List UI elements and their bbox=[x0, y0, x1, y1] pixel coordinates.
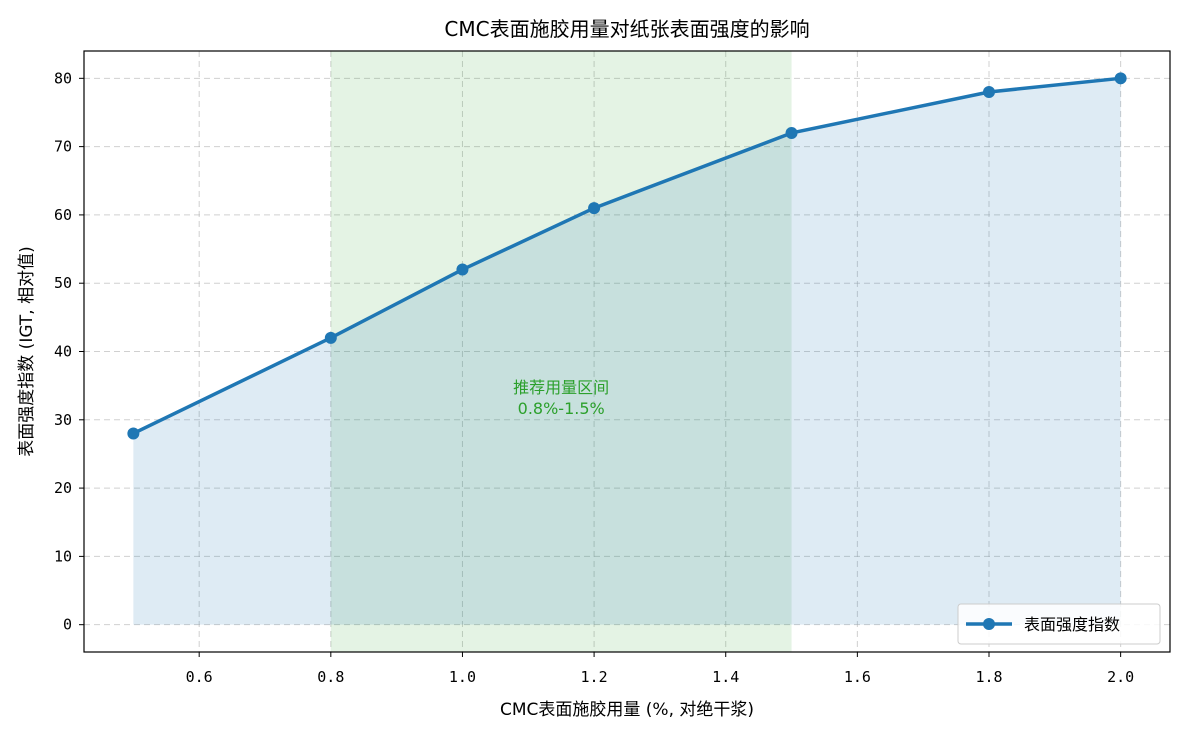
data-point bbox=[983, 85, 995, 98]
grid-lines bbox=[84, 51, 1170, 652]
x-tick-label: 1.0 bbox=[449, 668, 476, 686]
y-tick-label: 10 bbox=[54, 547, 72, 565]
y-tick-label: 30 bbox=[54, 411, 72, 429]
x-tick-label: 0.8 bbox=[317, 668, 344, 686]
x-tick-label: 2.0 bbox=[1107, 668, 1134, 686]
data-point bbox=[588, 202, 601, 215]
data-point bbox=[324, 331, 337, 344]
annotation-layer: 推荐用量区间 0.8%-1.5% bbox=[513, 378, 609, 418]
y-tick-label: 0 bbox=[63, 616, 72, 634]
series-area-fill bbox=[133, 78, 1121, 625]
y-tick-label: 20 bbox=[54, 479, 72, 497]
data-point bbox=[785, 126, 798, 139]
legend-box bbox=[957, 603, 1161, 645]
chart-title: CMC表面施胶用量对纸张表面强度的影响 bbox=[444, 17, 809, 41]
data-point bbox=[1114, 72, 1127, 85]
y-tick-label: 80 bbox=[54, 69, 72, 87]
x-tick-label: 1.4 bbox=[712, 668, 739, 686]
recommended-range-value: 0.8%-1.5% bbox=[518, 399, 605, 418]
x-tick-label: 1.8 bbox=[975, 668, 1002, 686]
data-point bbox=[127, 427, 140, 440]
x-tick-label: 1.2 bbox=[581, 668, 608, 686]
y-tick-label: 70 bbox=[54, 138, 72, 156]
x-axis-label: CMC表面施胶用量 (%, 对绝干浆) bbox=[500, 700, 754, 720]
recommended-range-band bbox=[330, 51, 792, 652]
x-tick-label: 1.6 bbox=[844, 668, 871, 686]
axis-ticks: 0.6 0.8 1.0 1.2 1.4 1.6 1.8 2.0 0 10 20 30 40 50 60 70 8… bbox=[54, 69, 1134, 686]
marker-layer bbox=[127, 72, 1127, 440]
legend-marker-swatch bbox=[983, 618, 995, 630]
y-tick-label: 40 bbox=[54, 343, 72, 361]
legend-label: 表面强度指数 bbox=[1024, 615, 1120, 634]
data-point bbox=[456, 263, 469, 276]
y-tick-label: 60 bbox=[54, 206, 72, 224]
recommended-range-label: 推荐用量区间 bbox=[513, 378, 609, 397]
y-tick-label: 50 bbox=[54, 274, 72, 292]
x-tick-label: 0.6 bbox=[186, 668, 213, 686]
area-fill-layer bbox=[133, 78, 1121, 625]
legend: 表面强度指数 bbox=[957, 603, 1161, 645]
highlight-band-layer bbox=[330, 51, 792, 652]
y-axis-label: 表面强度指数 (IGT, 相对值) bbox=[17, 246, 37, 456]
